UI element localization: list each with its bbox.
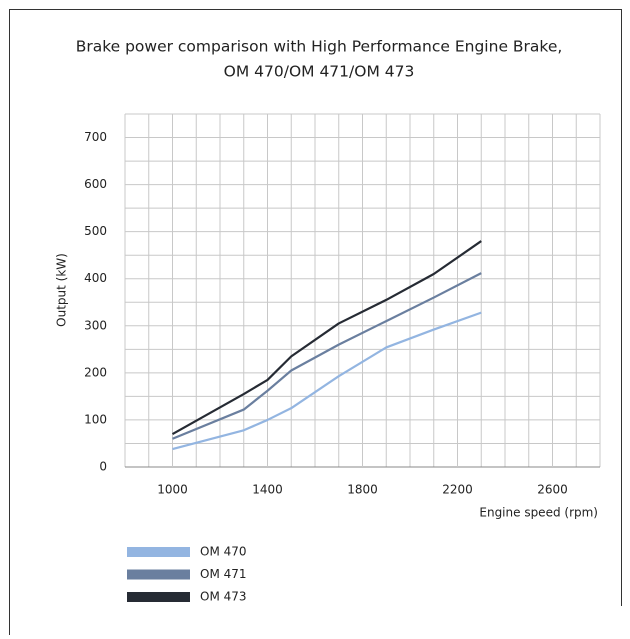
legend-label: OM 470: [200, 545, 247, 559]
y-tick-label: 400: [84, 271, 107, 285]
x-tick-label: 1000: [157, 483, 188, 497]
series-line: [171, 240, 482, 436]
y-tick-label: 200: [84, 365, 107, 379]
y-axis-label: Output (kW): [55, 253, 69, 327]
series-line: [172, 311, 482, 451]
series-line: [172, 272, 482, 440]
legend-label: OM 473: [200, 590, 247, 604]
x-tick-label: 2200: [442, 483, 473, 497]
y-tick-label: 700: [84, 130, 107, 144]
frame: [9, 9, 622, 635]
y-tick-label: 300: [84, 318, 107, 332]
x-tick-label: 2600: [537, 483, 568, 497]
y-tick-label: 600: [84, 177, 107, 191]
legend-swatch: [127, 592, 190, 602]
chart-title: OM 470/OM 471/OM 473: [224, 63, 415, 81]
y-tick-label: 0: [99, 460, 107, 474]
y-tick-label: 500: [84, 224, 107, 238]
legend-label: OM 471: [200, 567, 247, 581]
x-tick-label: 1400: [252, 483, 283, 497]
x-tick-label: 1800: [347, 483, 378, 497]
legend-swatch: [127, 569, 190, 580]
x-axis-label: Engine speed (rpm): [479, 506, 598, 520]
chart-title: Brake power comparison with High Perform…: [76, 38, 563, 56]
legend-swatch: [127, 547, 190, 557]
y-tick-label: 100: [84, 412, 107, 426]
